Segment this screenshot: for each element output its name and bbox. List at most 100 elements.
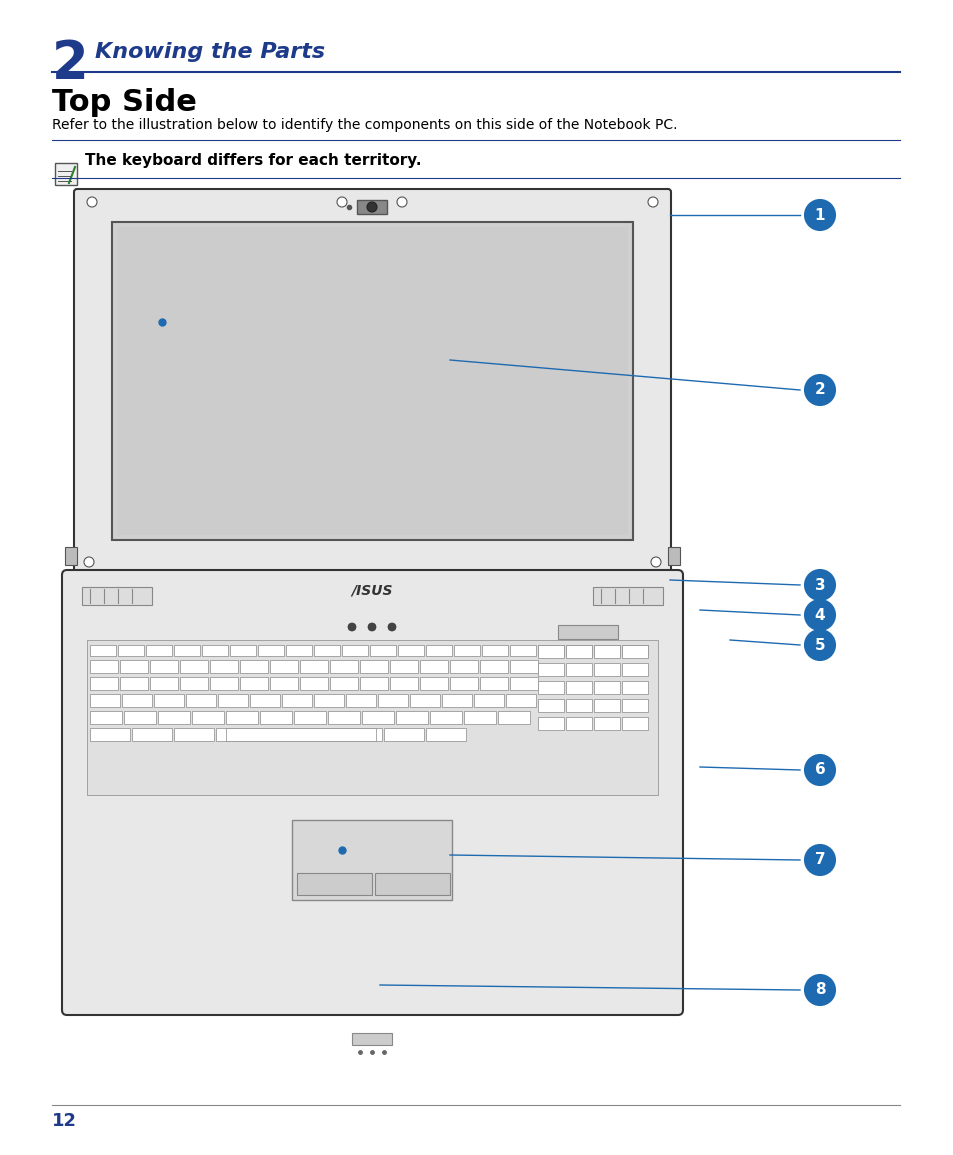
- Text: Top Side: Top Side: [52, 88, 196, 117]
- Circle shape: [804, 200, 834, 230]
- Bar: [286, 644, 312, 656]
- Text: /ISUS: /ISUS: [351, 583, 393, 597]
- Bar: [270, 660, 297, 673]
- Bar: [240, 660, 268, 673]
- Circle shape: [804, 845, 834, 875]
- Bar: [594, 699, 619, 711]
- Bar: [450, 677, 477, 690]
- Bar: [240, 677, 268, 690]
- Text: Knowing the Parts: Knowing the Parts: [95, 42, 325, 62]
- Bar: [226, 728, 375, 742]
- Bar: [593, 587, 662, 605]
- Bar: [82, 587, 152, 605]
- Bar: [352, 1033, 392, 1045]
- Bar: [621, 644, 647, 656]
- Bar: [226, 711, 257, 724]
- Bar: [90, 644, 116, 656]
- Text: 5: 5: [814, 638, 824, 653]
- Bar: [594, 644, 619, 656]
- Bar: [537, 644, 563, 658]
- Bar: [537, 717, 563, 730]
- Bar: [565, 681, 592, 694]
- Bar: [558, 625, 618, 639]
- Bar: [90, 711, 122, 724]
- Bar: [299, 660, 328, 673]
- Bar: [390, 660, 417, 673]
- Text: 2: 2: [814, 382, 824, 397]
- Bar: [210, 660, 237, 673]
- Bar: [479, 660, 507, 673]
- Bar: [621, 663, 647, 676]
- Bar: [594, 644, 619, 658]
- Bar: [122, 694, 152, 707]
- Bar: [463, 711, 496, 724]
- Bar: [330, 677, 357, 690]
- Bar: [419, 677, 448, 690]
- Bar: [257, 644, 284, 656]
- Text: 3: 3: [814, 578, 824, 593]
- Bar: [454, 644, 479, 656]
- Bar: [173, 728, 213, 742]
- Text: 4: 4: [814, 608, 824, 623]
- Text: 7: 7: [814, 852, 824, 867]
- Circle shape: [804, 975, 834, 1005]
- Bar: [441, 694, 472, 707]
- Bar: [150, 660, 178, 673]
- Bar: [426, 644, 452, 656]
- FancyBboxPatch shape: [74, 189, 670, 573]
- Bar: [359, 660, 388, 673]
- Text: Refer to the illustration below to identify the components on this side of the N: Refer to the illustration below to ident…: [52, 118, 677, 132]
- Bar: [510, 677, 537, 690]
- Bar: [150, 677, 178, 690]
- Bar: [120, 660, 148, 673]
- Bar: [621, 699, 647, 711]
- Bar: [341, 644, 368, 656]
- Bar: [87, 640, 658, 795]
- Bar: [120, 677, 148, 690]
- Bar: [112, 222, 633, 541]
- Bar: [97, 571, 647, 578]
- Bar: [594, 681, 619, 694]
- Bar: [282, 694, 312, 707]
- Bar: [359, 677, 388, 690]
- Bar: [296, 873, 372, 895]
- Bar: [90, 694, 120, 707]
- Bar: [341, 728, 381, 742]
- Bar: [621, 717, 647, 730]
- Circle shape: [650, 557, 660, 567]
- Bar: [419, 660, 448, 673]
- Bar: [132, 728, 172, 742]
- Bar: [537, 681, 563, 694]
- Bar: [510, 660, 537, 673]
- Circle shape: [804, 629, 834, 660]
- Bar: [377, 694, 408, 707]
- Bar: [537, 663, 563, 676]
- Text: 12: 12: [52, 1112, 77, 1130]
- Bar: [118, 644, 144, 656]
- Circle shape: [336, 198, 347, 207]
- Bar: [292, 820, 452, 900]
- Bar: [537, 699, 563, 711]
- Bar: [153, 694, 184, 707]
- Circle shape: [348, 623, 355, 631]
- Bar: [186, 694, 215, 707]
- Bar: [430, 711, 461, 724]
- Circle shape: [647, 198, 658, 207]
- Bar: [370, 644, 395, 656]
- Bar: [330, 660, 357, 673]
- Bar: [270, 677, 297, 690]
- Bar: [621, 644, 647, 658]
- Bar: [510, 644, 536, 656]
- Bar: [158, 711, 190, 724]
- Circle shape: [804, 571, 834, 599]
- Bar: [294, 711, 326, 724]
- Bar: [124, 711, 156, 724]
- Bar: [250, 694, 280, 707]
- Bar: [397, 644, 423, 656]
- Bar: [390, 677, 417, 690]
- Bar: [481, 644, 507, 656]
- Bar: [361, 711, 394, 724]
- Bar: [565, 644, 592, 658]
- Bar: [299, 728, 339, 742]
- Bar: [314, 644, 339, 656]
